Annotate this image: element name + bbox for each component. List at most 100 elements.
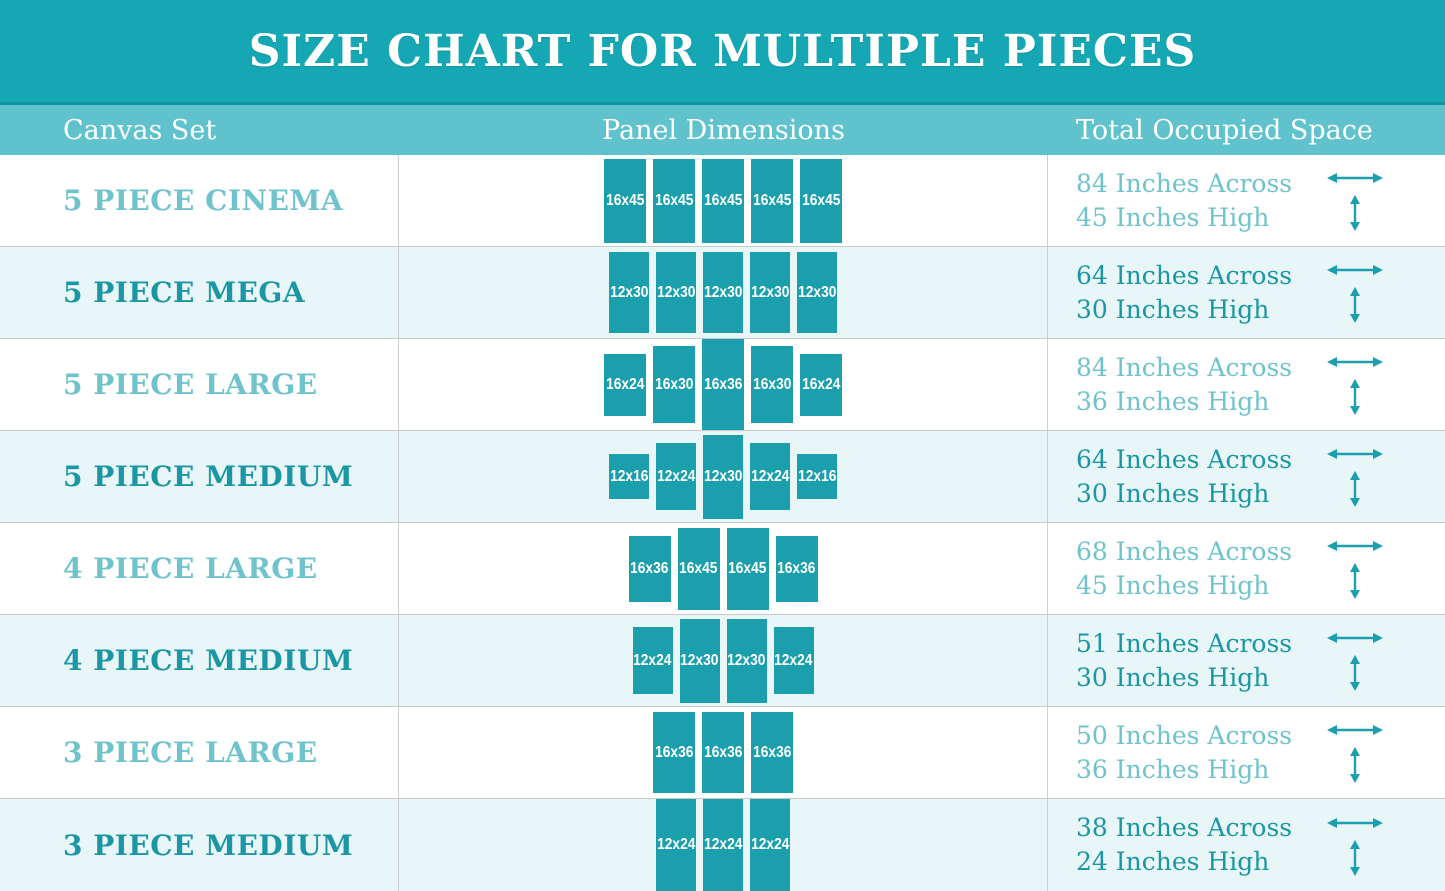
panel-swatch: 16x30	[653, 346, 695, 423]
row-label: 5 PIECE MEGA	[0, 247, 399, 338]
height-arrow-icon	[1347, 471, 1363, 507]
canvas-set-row: 3 PIECE LARGE 16x36 16x36 16x36 50 Inches A…	[0, 707, 1445, 799]
panel-size-label: 12x30	[703, 283, 743, 301]
width-arrow-icon	[1327, 815, 1383, 831]
total-space-text: 64 Inches Across 30 Inches High	[1048, 259, 1300, 327]
total-space-text: 50 Inches Across 36 Inches High	[1048, 719, 1300, 787]
dimension-arrows	[1300, 630, 1410, 691]
total-occupied-space-cell: 68 Inches Across 45 Inches High	[1048, 523, 1445, 614]
panel-size-label: 12x16	[797, 467, 837, 485]
panel-swatch: 12x30	[797, 252, 837, 333]
panel-size-label: 12x24	[750, 467, 790, 485]
canvas-set-row: 5 PIECE CINEMA 16x45 16x45 16x45 16x45 16x45 …	[0, 155, 1445, 247]
total-occupied-space-cell: 50 Inches Across 36 Inches High	[1048, 707, 1445, 798]
total-space-across: 51 Inches Across	[1076, 628, 1293, 658]
total-space-across: 84 Inches Across	[1076, 168, 1293, 198]
height-arrow-icon	[1347, 747, 1363, 783]
panel-swatch: 16x45	[800, 158, 842, 243]
width-arrow-icon	[1327, 170, 1383, 186]
total-space-text: 84 Inches Across 45 Inches High	[1048, 167, 1300, 235]
panel-swatch: 12x30	[750, 252, 790, 333]
row-label: 3 PIECE MEDIUM	[0, 799, 399, 891]
panel-size-label: 12x30	[680, 651, 719, 669]
dimension-arrows	[1300, 538, 1410, 599]
panel-size-label: 12x24	[774, 651, 813, 669]
total-occupied-space-cell: 84 Inches Across 36 Inches High	[1048, 339, 1445, 430]
width-arrow-icon	[1327, 446, 1383, 462]
panel-swatch: 12x16	[609, 454, 649, 499]
canvas-set-row: 4 PIECE LARGE 16x36 16x45 16x45 16x36 68 Inc…	[0, 523, 1445, 615]
total-space-high: 45 Inches High	[1076, 202, 1270, 232]
dimension-arrows	[1300, 815, 1410, 876]
panel-size-label: 16x45	[605, 191, 645, 209]
total-space-high: 30 Inches High	[1076, 294, 1270, 324]
panel-size-label: 16x45	[801, 191, 841, 209]
panel-size-label: 16x45	[703, 191, 743, 209]
panel-swatch: 12x24	[656, 443, 696, 510]
panel-size-label: 12x24	[750, 836, 790, 853]
panel-size-label: 16x36	[630, 559, 669, 577]
height-arrow-icon	[1347, 839, 1363, 876]
total-space-high: 30 Inches High	[1076, 662, 1270, 692]
panel-size-label: 12x24	[703, 836, 743, 853]
panel-size-label: 12x24	[633, 651, 672, 669]
panel-swatch: 16x45	[726, 527, 769, 610]
panel-size-label: 16x36	[777, 559, 816, 577]
panel-size-label: 12x16	[609, 467, 649, 485]
panel-size-label: 16x45	[679, 559, 718, 577]
size-chart-table: 5 PIECE CINEMA 16x45 16x45 16x45 16x45 16x45 …	[0, 155, 1445, 891]
panel-swatch: 12x16	[797, 454, 837, 499]
panel-swatch: 16x45	[653, 158, 695, 243]
panel-size-label: 12x30	[703, 467, 743, 485]
canvas-set-row: 4 PIECE MEDIUM 12x24 12x30 12x30 12x24 51 In…	[0, 615, 1445, 707]
width-arrow-icon	[1327, 630, 1383, 646]
panel-dimensions-cell: 12x24 12x30 12x30 12x24	[399, 615, 1048, 706]
canvas-set-row: 5 PIECE LARGE 16x24 16x30 16x36 16x30 16x24 8…	[0, 339, 1445, 431]
height-arrow-icon	[1347, 195, 1363, 231]
panel-swatch: 12x24	[750, 799, 790, 891]
panel-size-label: 12x24	[656, 467, 696, 485]
panel-size-label: 12x30	[797, 283, 837, 301]
panel-dimensions-cell: 16x45 16x45 16x45 16x45 16x45	[399, 155, 1048, 246]
panel-size-label: 16x36	[703, 743, 743, 761]
panel-swatch: 12x24	[750, 443, 790, 510]
total-space-text: 51 Inches Across 30 Inches High	[1048, 627, 1300, 695]
total-space-across: 68 Inches Across	[1076, 536, 1293, 566]
column-header-panel-dimensions: Panel Dimensions	[602, 114, 845, 146]
panel-swatch: 16x24	[604, 353, 646, 416]
row-label: 5 PIECE MEDIUM	[0, 431, 399, 522]
panel-swatch: 16x36	[702, 712, 744, 793]
total-space-across: 50 Inches Across	[1076, 720, 1293, 750]
panel-dimensions-cell: 12x30 12x30 12x30 12x30 12x30	[399, 247, 1048, 338]
width-arrow-icon	[1327, 538, 1383, 554]
panel-swatch: 12x30	[656, 252, 696, 333]
panel-swatch: 16x36	[653, 712, 695, 793]
total-space-across: 64 Inches Across	[1076, 260, 1293, 290]
total-space-across: 38 Inches Across	[1076, 813, 1293, 842]
canvas-set-row: 3 PIECE MEDIUM 12x24 12x24 12x24 38 Inches …	[0, 799, 1445, 891]
total-space-text: 64 Inches Across 30 Inches High	[1048, 443, 1300, 511]
panel-size-label: 12x24	[656, 836, 696, 853]
dimension-arrows	[1300, 446, 1410, 507]
panel-size-label: 12x30	[609, 283, 649, 301]
panel-size-label: 16x24	[801, 375, 841, 393]
height-arrow-icon	[1347, 379, 1363, 415]
panel-swatch: 16x36	[628, 535, 671, 602]
column-header-row: Canvas Set Panel Dimensions Total Occupi…	[0, 102, 1445, 155]
panel-size-label: 12x30	[750, 283, 790, 301]
panel-size-label: 16x45	[752, 191, 792, 209]
panel-swatch: 16x36	[751, 712, 793, 793]
total-space-across: 64 Inches Across	[1076, 444, 1293, 474]
panel-size-label: 16x36	[703, 375, 743, 393]
row-label: 4 PIECE LARGE	[0, 523, 399, 614]
panel-size-label: 16x36	[654, 743, 694, 761]
width-arrow-icon	[1327, 354, 1383, 370]
total-space-across: 84 Inches Across	[1076, 352, 1293, 382]
dimension-arrows	[1300, 354, 1410, 415]
dimension-arrows	[1300, 262, 1410, 323]
total-space-text: 68 Inches Across 45 Inches High	[1048, 535, 1300, 603]
dimension-arrows	[1300, 722, 1410, 783]
panel-swatch: 16x36	[702, 339, 744, 430]
row-label: 4 PIECE MEDIUM	[0, 615, 399, 706]
total-occupied-space-cell: 84 Inches Across 45 Inches High	[1048, 155, 1445, 246]
